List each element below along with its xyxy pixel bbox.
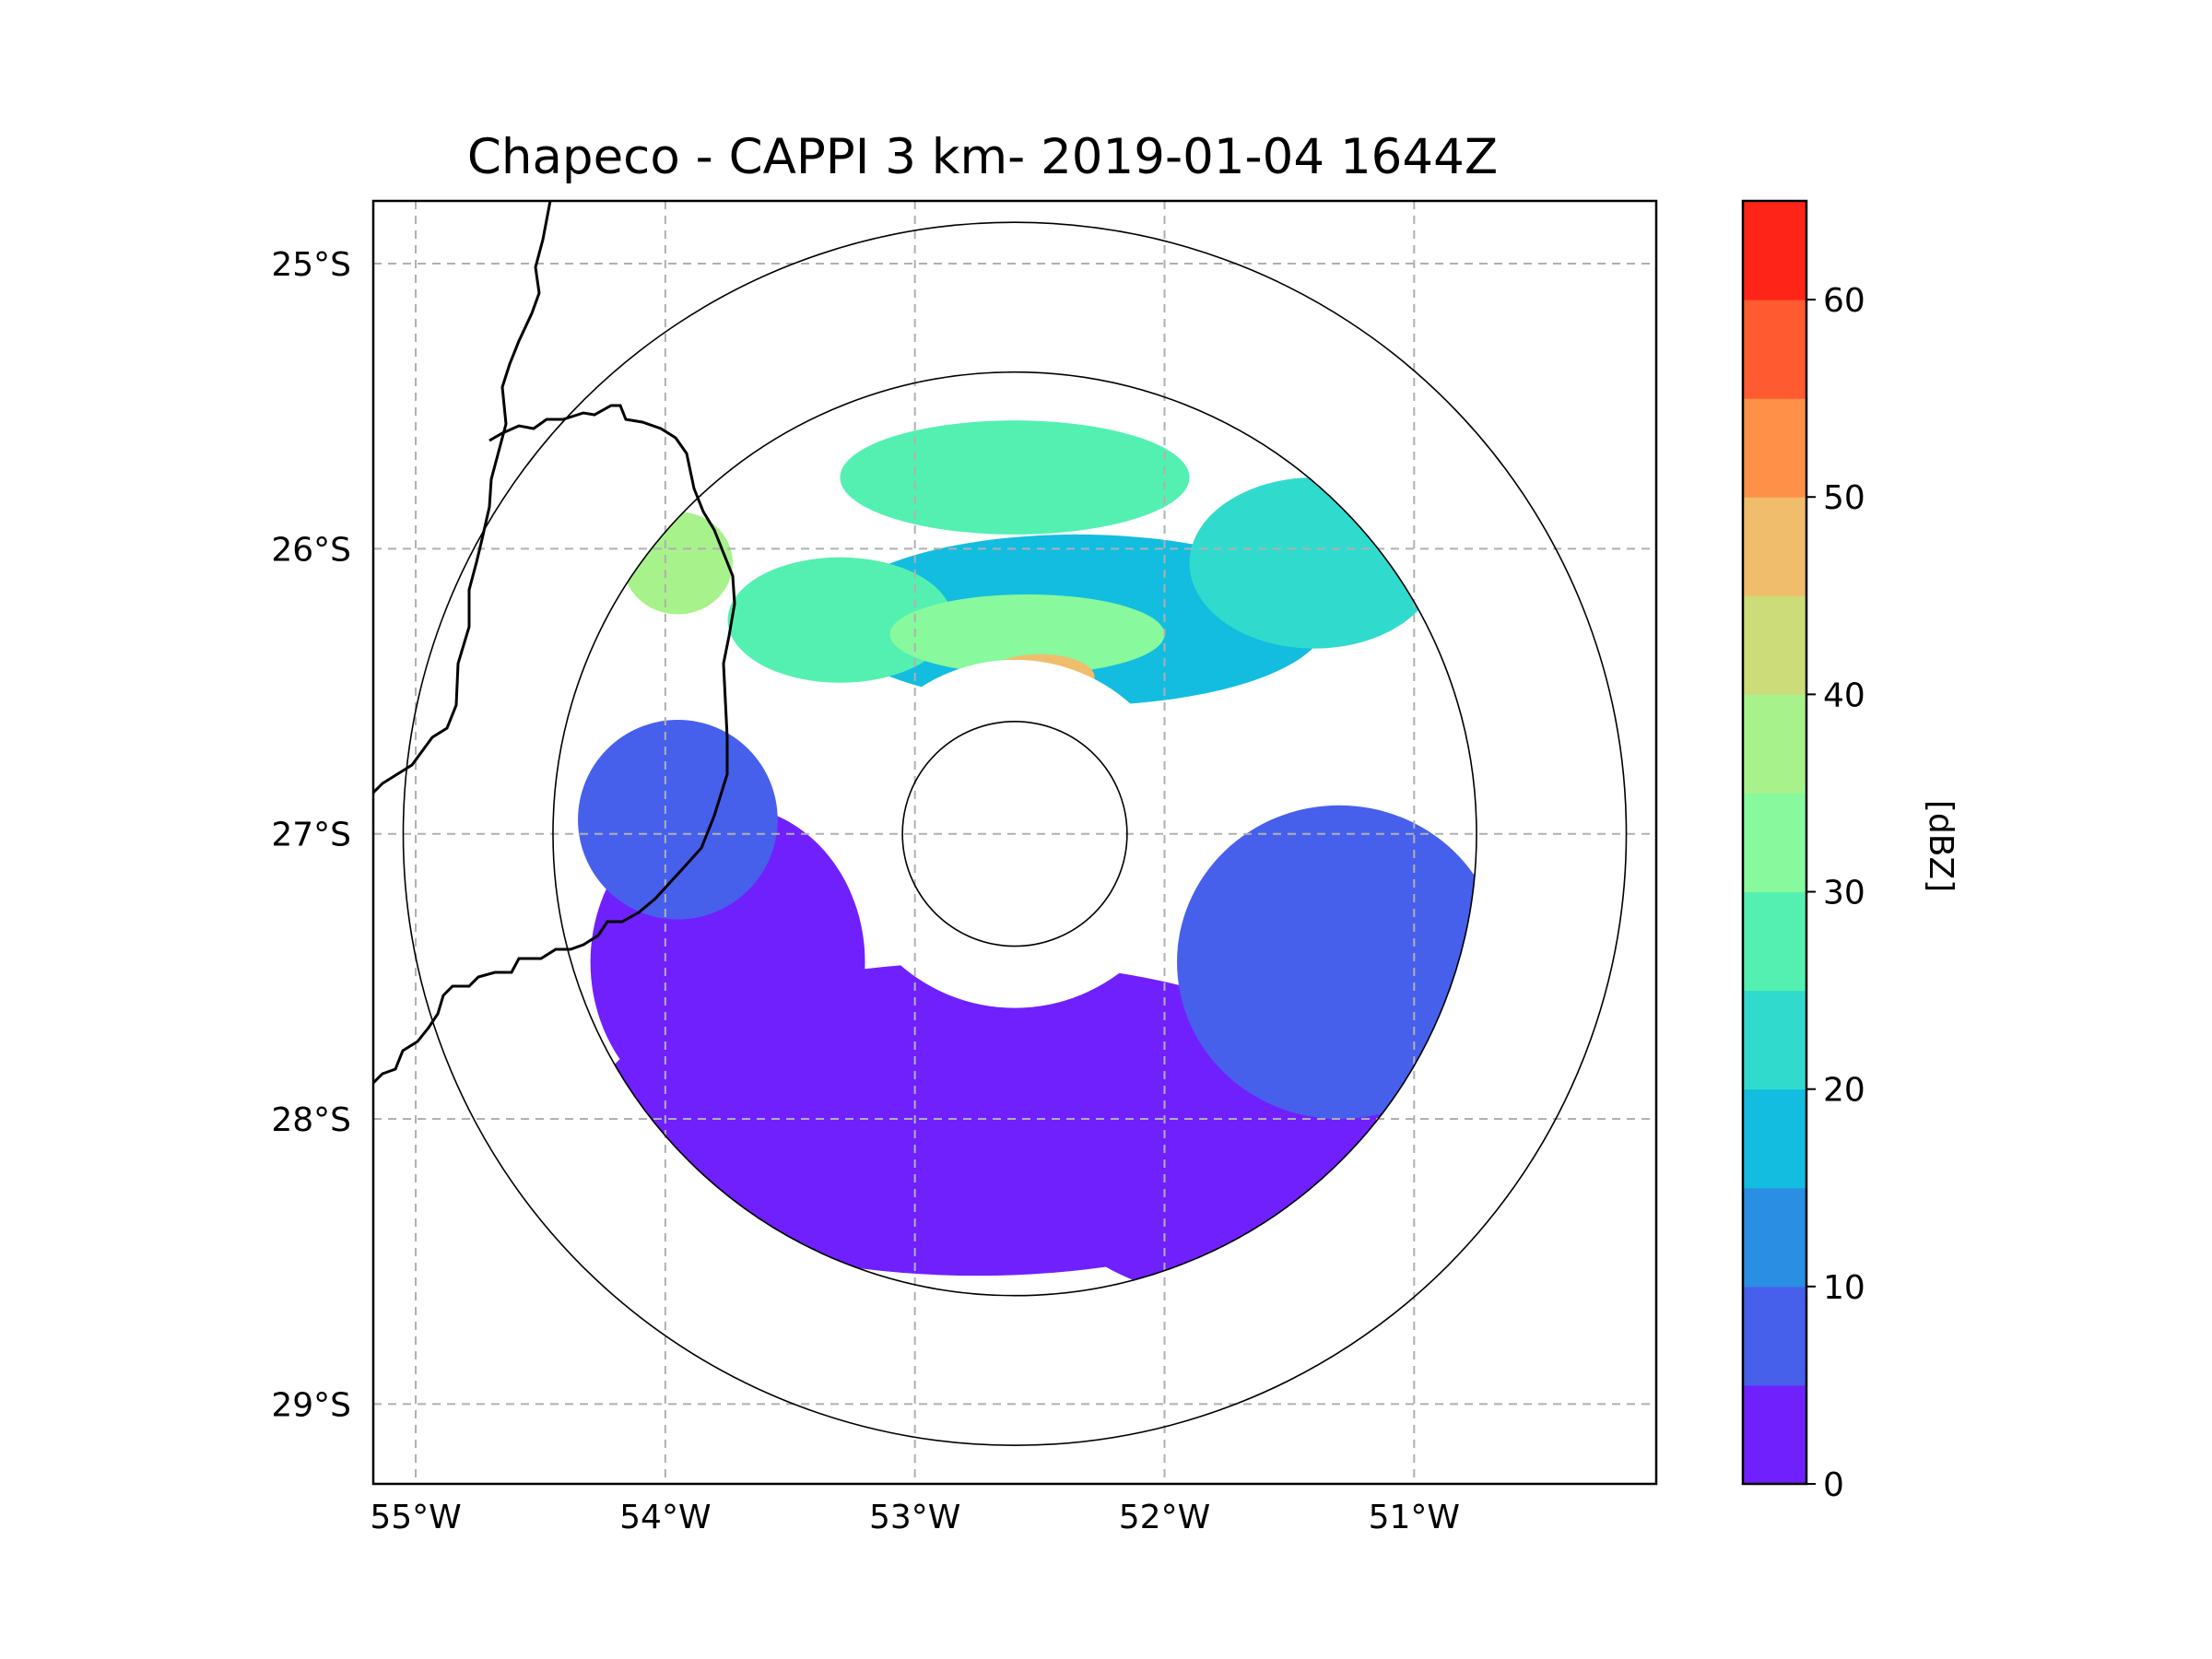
colorbar-tick-label: 40	[1823, 677, 1865, 714]
colorbar-swatch	[1743, 595, 1806, 695]
colorbar-swatch	[1743, 1187, 1806, 1288]
y-tick-label: 27°S	[271, 817, 351, 854]
colorbar-swatch	[1743, 1286, 1806, 1386]
x-tick-label: 55°W	[370, 1499, 461, 1536]
x-tick-label: 54°W	[619, 1499, 711, 1536]
colorbar-label: [dBZ]	[1922, 800, 1959, 892]
colorbar-swatch	[1743, 694, 1806, 794]
colorbar-tick-label: 60	[1823, 282, 1865, 320]
colorbar-tick-label: 20	[1823, 1072, 1865, 1110]
colorbar-ticks: 0 10 20 30 40 50 60	[1806, 282, 1865, 1504]
reflectivity-cell	[1177, 805, 1477, 1120]
x-axis-ticks: 55°W 54°W 53°W 52°W 51°W	[370, 1499, 1460, 1536]
y-tick-label: 29°S	[271, 1386, 351, 1424]
y-axis-ticks: 25°S 26°S 27°S 28°S 29°S	[271, 246, 351, 1424]
colorbar-swatch	[1743, 793, 1806, 893]
colorbar-swatches	[1743, 201, 1806, 1485]
colorbar: 0 10 20 30 40 50 60 [dBZ]	[1741, 199, 1959, 1504]
colorbar-swatch	[1743, 891, 1806, 992]
border-line	[373, 201, 552, 794]
chart-title: Chapeco - CAPPI 3 km- 2019-01-04 1644Z	[467, 129, 1498, 185]
range-rings	[402, 221, 1628, 1447]
colorbar-tick-label: 0	[1823, 1466, 1844, 1504]
border-line	[373, 404, 736, 1085]
y-tick-label: 25°S	[271, 246, 351, 284]
colorbar-swatch	[1743, 990, 1806, 1090]
graticule	[373, 201, 1656, 1484]
colorbar-tick-label: 50	[1823, 479, 1865, 517]
colorbar-tick-label: 30	[1823, 875, 1865, 912]
map-axes: 55°W 54°W 53°W 52°W 51°W 25°S 26°S 27°S 28°S 29°…	[271, 199, 1658, 1536]
colorbar-swatch	[1743, 300, 1806, 399]
x-tick-label: 51°W	[1369, 1499, 1460, 1536]
colorbar-swatch	[1743, 201, 1806, 300]
colorbar-swatch	[1743, 497, 1806, 596]
reflectivity-cell	[889, 594, 1165, 675]
range-ring	[552, 371, 1477, 1297]
colorbar-tick-label: 10	[1823, 1269, 1865, 1307]
y-tick-label: 26°S	[271, 531, 351, 569]
reflectivity-cell	[840, 420, 1190, 535]
reflectivity-cell	[578, 719, 778, 920]
range-ring	[901, 721, 1128, 947]
range-ring	[402, 221, 1628, 1447]
y-tick-label: 28°S	[271, 1101, 351, 1139]
state-borders	[373, 201, 736, 1085]
map-frame	[371, 199, 1658, 1486]
x-tick-label: 52°W	[1119, 1499, 1210, 1536]
colorbar-swatch	[1743, 1384, 1806, 1485]
colorbar-frame	[1741, 199, 1808, 1486]
x-tick-label: 53°W	[869, 1499, 960, 1536]
colorbar-swatch	[1743, 1088, 1806, 1189]
reflectivity-cell	[727, 557, 953, 683]
colorbar-swatch	[1743, 398, 1806, 498]
